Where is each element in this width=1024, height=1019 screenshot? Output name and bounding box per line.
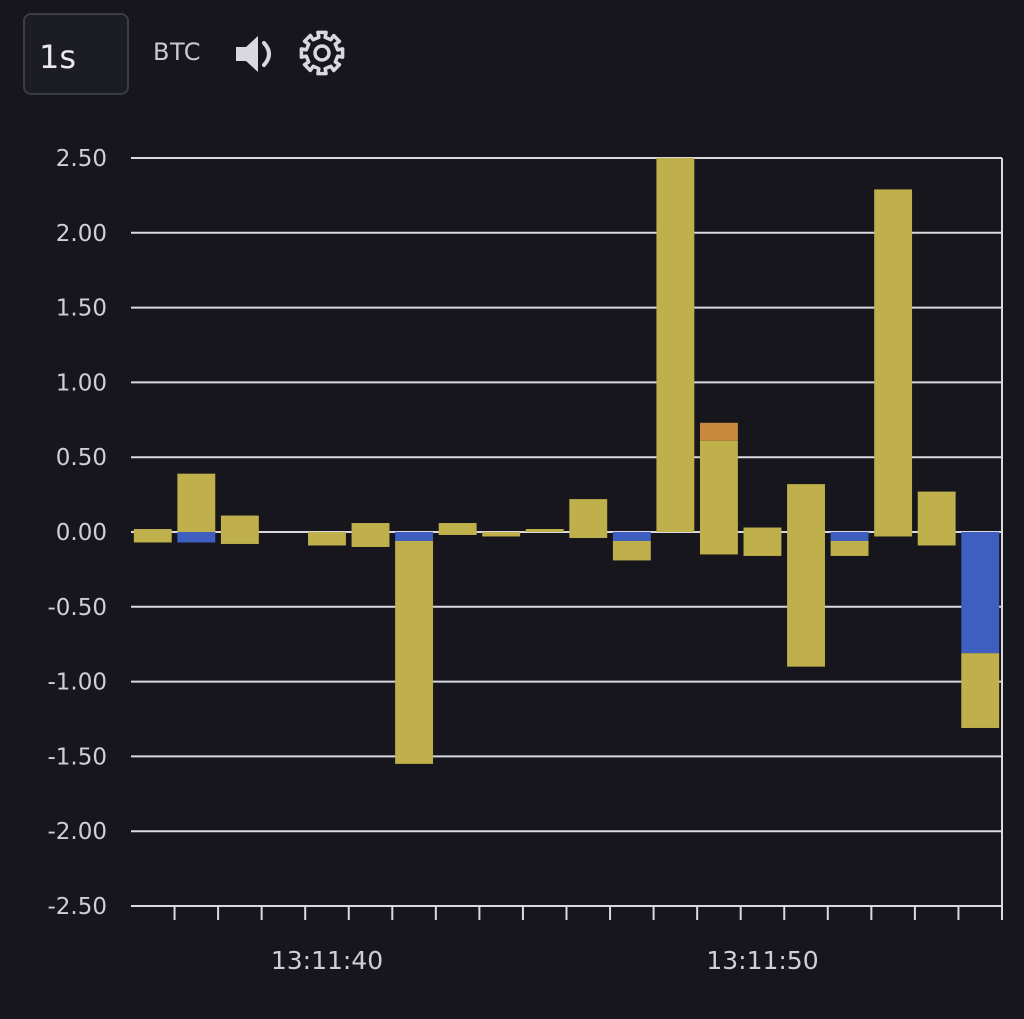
bar-segment-buy — [917, 532, 956, 546]
bar-segment-buy — [308, 532, 346, 546]
bar-segment-buy — [133, 529, 172, 532]
bar-segment-buy — [787, 532, 825, 667]
y-tick-label: 0.50 — [56, 445, 107, 471]
y-tick-label: 2.50 — [56, 146, 107, 172]
bar-segment-large — [699, 422, 738, 441]
bar-segment-buy — [133, 532, 172, 543]
y-tick-label: 1.50 — [56, 296, 107, 322]
y-tick-label: -2.50 — [47, 894, 107, 920]
bar-segment-buy — [351, 532, 390, 547]
bar-segment-sell — [177, 532, 216, 543]
bar-segment-buy — [525, 529, 564, 532]
bar-segment-buy — [569, 499, 608, 532]
grid-lines — [131, 157, 1002, 907]
bar-segment-buy — [438, 532, 477, 535]
bar-segment-buy — [743, 532, 782, 556]
y-tick-label: 0.00 — [56, 520, 107, 546]
y-tick-label: 1.00 — [56, 370, 107, 396]
gear-icon[interactable] — [298, 29, 346, 77]
bar-segment-buy — [220, 515, 259, 532]
bar-segment-buy — [917, 491, 956, 532]
bar-segment-buy — [787, 484, 825, 532]
y-tick-label: -1.00 — [47, 670, 107, 696]
interval-label: 1s — [39, 38, 77, 76]
bar-segment-buy — [961, 653, 1000, 728]
bar-segment-buy — [743, 527, 782, 532]
bar-segment-buy — [395, 540, 434, 764]
x-tick-label: 13:11:40 — [271, 946, 383, 975]
bar-segment-buy — [612, 540, 651, 561]
bar-segment-buy — [351, 523, 390, 532]
y-tick-label: -2.00 — [47, 819, 107, 845]
bar-segment-buy — [874, 189, 913, 532]
bar-segment-buy — [699, 532, 738, 555]
speaker-icon[interactable] — [233, 31, 279, 77]
bar-segment-buy — [656, 158, 695, 532]
y-tick-label: -0.50 — [47, 595, 107, 621]
bar-segment-buy — [569, 532, 608, 538]
bar-segment-buy — [482, 532, 521, 537]
interval-button[interactable]: 1s — [23, 13, 129, 95]
bar-segment-sell — [830, 532, 869, 541]
toolbar: 1s BTC — [0, 0, 1024, 110]
bar-segment-buy — [220, 532, 259, 544]
bar-segment-sell — [961, 532, 1000, 654]
y-tick-label: -1.50 — [47, 744, 107, 770]
bars — [133, 158, 1000, 764]
bar-segment-buy — [438, 523, 477, 532]
x-tick-label: 13:11:50 — [706, 946, 818, 975]
bar-segment-sell — [395, 532, 434, 541]
y-tick-label: 2.00 — [56, 221, 107, 247]
bar-segment-sell — [612, 532, 651, 541]
bar-segment-buy — [830, 540, 869, 556]
axes: 2.50 2.00 1.50 1.00 0.50 0.00 -0.50 -1.00 -1.50 -… — [47, 146, 1003, 975]
bar-segment-buy — [699, 440, 738, 532]
bar-segment-buy — [177, 473, 216, 532]
symbol-label: BTC — [153, 38, 201, 66]
bar-segment-buy — [874, 532, 913, 537]
